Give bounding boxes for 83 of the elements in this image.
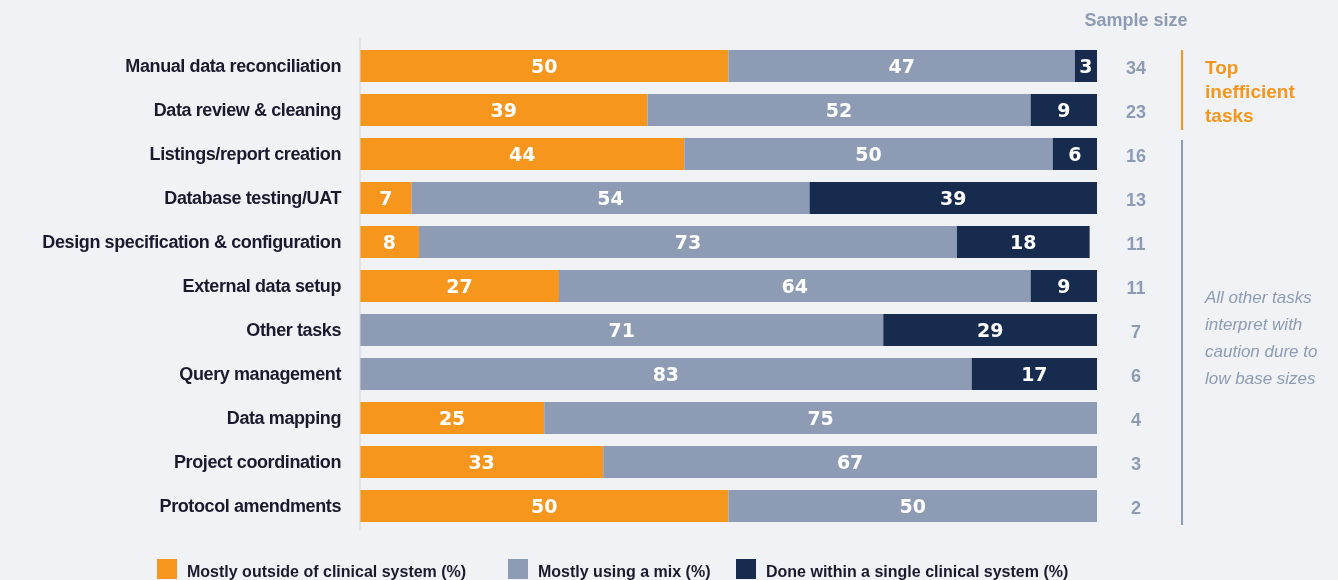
bar [1030, 270, 1097, 302]
bar [360, 402, 545, 435]
text: 7 [1130, 322, 1142, 342]
data-label: 52 [825, 98, 853, 121]
text: 23 [1125, 101, 1147, 122]
text: 6 [1130, 366, 1142, 387]
data-label: 67 [836, 451, 864, 474]
text: 11 [1126, 234, 1146, 254]
bar [728, 49, 1075, 82]
y-tick-label: Manual data reconciliation [125, 55, 341, 76]
data-label: 6 [1068, 142, 1082, 165]
legend-label: Mostly outside of clinical system (%) [187, 562, 467, 580]
data-label: 9 [1057, 275, 1071, 297]
bar [360, 490, 729, 523]
bar [809, 181, 1097, 214]
y-tick-label: External data setup [182, 276, 342, 296]
bar [956, 226, 1090, 258]
data-label: 9 [1057, 98, 1071, 121]
text: All other tasks interpret with caution dure to low base sizes [1204, 288, 1318, 388]
y-tick-label: Other tasks [246, 320, 342, 340]
bar [411, 181, 810, 214]
data-label: 64 [781, 275, 809, 297]
bar [360, 358, 972, 391]
bar [603, 446, 1097, 479]
data-label: 39 [940, 186, 967, 209]
y-tick-label: Design specification & configuration [42, 232, 341, 252]
text: 11 [1126, 278, 1146, 298]
y-tick-label: Query management [179, 364, 342, 385]
data-label: 39 [490, 98, 517, 121]
bar [360, 181, 412, 214]
bar [1030, 93, 1097, 126]
y-tick-label: Listings/report creation [149, 143, 341, 164]
data-label: 29 [976, 319, 1004, 341]
data-label: 71 [608, 319, 635, 341]
data-label: 44 [508, 142, 536, 165]
bar [360, 446, 604, 479]
data-label: 54 [597, 186, 624, 209]
y-tick-label: Database testing/UAT [164, 187, 342, 208]
text: 16 [1125, 145, 1147, 166]
data-label: 47 [888, 54, 915, 77]
bar [360, 270, 559, 302]
y-tick-label: Protocol amendments [159, 496, 342, 517]
bar [883, 314, 1097, 346]
data-label: 33 [468, 451, 495, 474]
text: 13 [1125, 189, 1147, 210]
bar [360, 137, 685, 170]
bar [544, 402, 1097, 435]
bar [684, 137, 1053, 170]
bar [971, 358, 1097, 391]
data-label: 3 [1079, 54, 1093, 77]
data-label: 50 [531, 495, 558, 518]
bar [360, 226, 419, 258]
y-tick-label: Project coordination [173, 452, 341, 473]
legend-label: Mostly using a mix (%) [538, 562, 711, 580]
data-label: 7 [379, 186, 393, 209]
bar [360, 49, 729, 82]
text: Top inefficient tasks [1205, 57, 1296, 126]
bar [360, 314, 884, 346]
text: Sample size [1084, 10, 1188, 30]
text: 2 [1130, 498, 1142, 519]
bar [728, 490, 1097, 523]
bar [647, 93, 1031, 126]
text: 34 [1125, 57, 1147, 78]
text: 4 [1130, 410, 1142, 431]
data-label: 50 [899, 495, 926, 518]
data-label: 50 [855, 142, 882, 165]
bar [418, 226, 957, 258]
data-label: 75 [807, 407, 834, 430]
data-label: 17 [1021, 363, 1048, 386]
bar [360, 93, 648, 126]
data-label: 25 [438, 407, 466, 430]
text: 3 [1130, 454, 1142, 475]
bar [1052, 137, 1097, 170]
y-tick-label: Data mapping [226, 408, 341, 429]
legend-label: Done within a single clinical system (%) [766, 562, 1069, 580]
bar [558, 270, 1031, 302]
data-label: 18 [1010, 231, 1037, 253]
data-label: 27 [446, 275, 473, 297]
data-label: 50 [531, 54, 558, 77]
data-label: 8 [382, 231, 397, 253]
y-tick-label: Data review & cleaning [153, 99, 341, 120]
data-label: 83 [652, 363, 680, 386]
data-label: 73 [674, 231, 702, 253]
